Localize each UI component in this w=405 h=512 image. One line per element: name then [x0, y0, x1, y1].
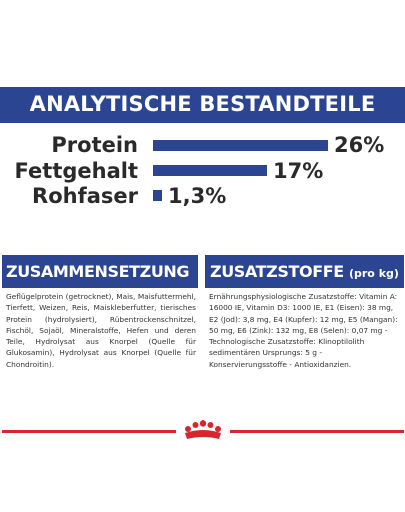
composition-text: Geflügelprotein (getrocknet), Mais, Mais… [6, 292, 196, 369]
footer-line-left [2, 430, 176, 433]
analysis-banner [0, 87, 405, 123]
protein-bar [153, 140, 328, 151]
footer-line-right [230, 430, 404, 433]
protein-label: Protein [51, 133, 138, 157]
fiber-label: Rohfaser [32, 184, 138, 208]
additives-heading-suffix: (pro kg) [348, 267, 399, 280]
composition-heading: ZUSAMMENSETZUNG [2, 255, 198, 288]
crown-icon [180, 417, 226, 442]
additives-heading-main: ZUSATZSTOFFE [210, 262, 344, 281]
fat-value: 17% [273, 159, 324, 183]
fiber-bar [153, 190, 162, 201]
additives-heading: ZUSATZSTOFFE (pro kg) [205, 255, 404, 288]
fat-bar [153, 165, 267, 176]
fat-label: Fettgehalt [14, 159, 138, 183]
fiber-value: 1,3% [168, 184, 227, 208]
additives-text: Ernährungsphysiologische Zusatzstoffe: V… [209, 292, 398, 369]
analysis-title: ANALYTISCHE BESTANDTEILE [29, 92, 376, 116]
protein-value: 26% [334, 133, 385, 157]
